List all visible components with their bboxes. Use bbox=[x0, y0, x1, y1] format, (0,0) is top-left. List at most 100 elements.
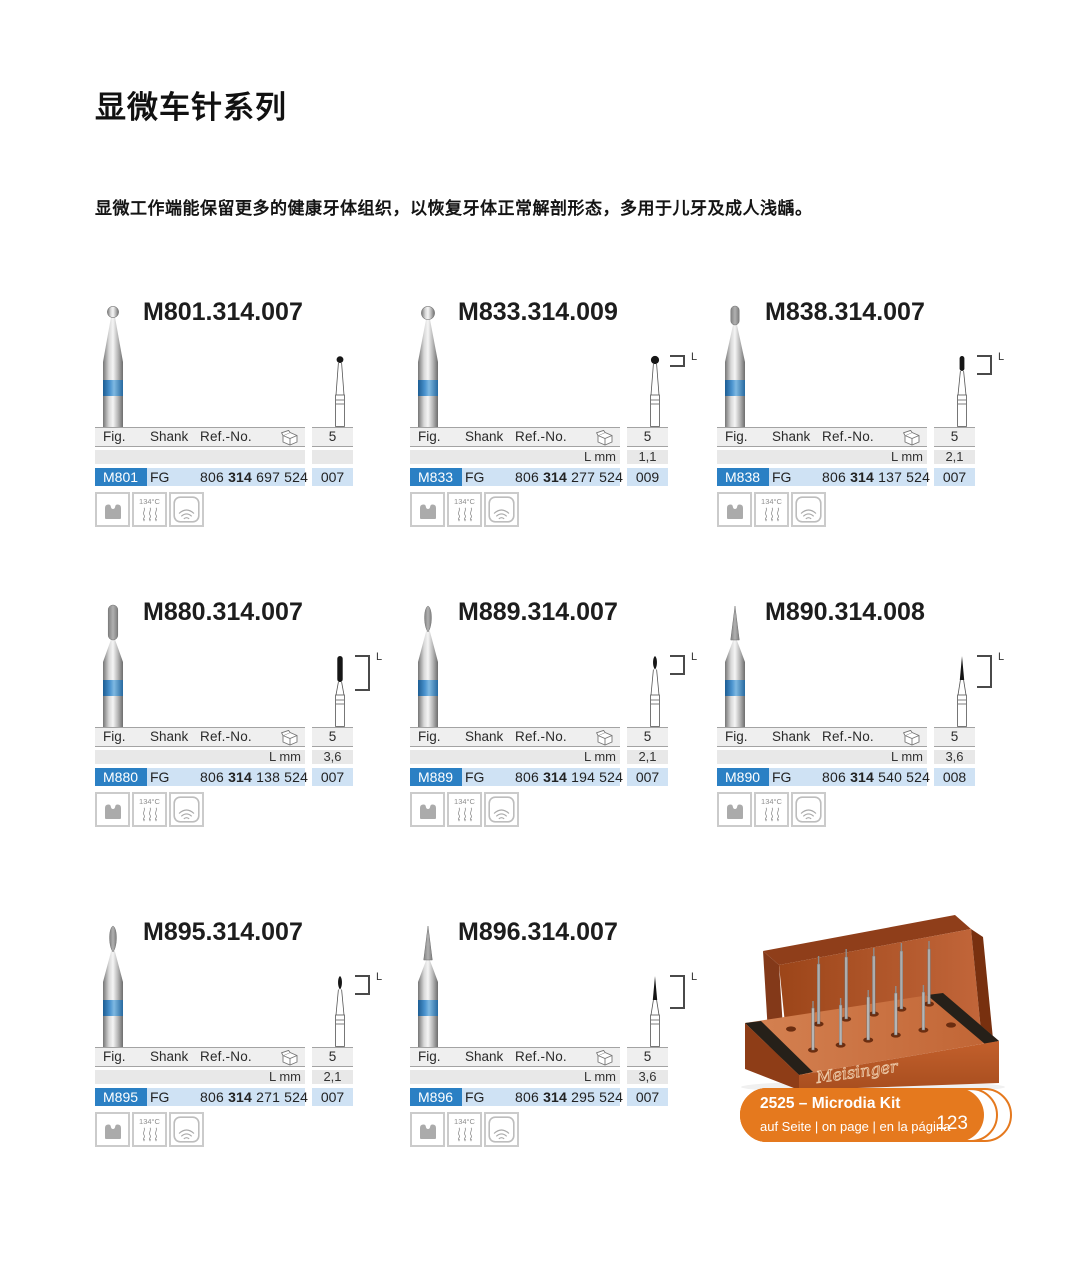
qty-header: 5 bbox=[312, 427, 353, 447]
tip-length-icon bbox=[650, 355, 660, 427]
shank-header: Shank bbox=[150, 729, 189, 744]
shank-header: Shank bbox=[465, 429, 504, 444]
data-row: M889 FG 806 314 194 524 007 bbox=[410, 768, 668, 786]
length-bracket-icon bbox=[670, 975, 685, 1009]
symbol-icons: 134°C bbox=[410, 1112, 519, 1147]
ref-header: Ref.-No. bbox=[515, 1049, 567, 1064]
shank-value: FG bbox=[150, 1089, 170, 1105]
table-header-row: Fig. Shank Ref.-No. 5 bbox=[717, 427, 975, 447]
length-row: L mm 2,1 bbox=[717, 450, 975, 464]
fig-header: Fig. bbox=[103, 729, 126, 744]
thermal-disinfectable-icon bbox=[169, 1112, 204, 1147]
product-title: M838.314.007 bbox=[765, 298, 925, 326]
shank-header: Shank bbox=[465, 1049, 504, 1064]
lmm-value: 2,1 bbox=[312, 1070, 353, 1084]
tip-length-icon bbox=[957, 356, 967, 427]
symbol-icons: 134°C bbox=[410, 792, 519, 827]
bur-block-holder-icon bbox=[410, 492, 445, 527]
fig-chip: M833 bbox=[410, 468, 462, 486]
autoclavable-134c-icon: 134°C bbox=[754, 492, 789, 527]
autoclavable-134c-icon: 134°C bbox=[447, 792, 482, 827]
length-marker: L bbox=[691, 351, 698, 363]
bur-block-holder-icon bbox=[95, 492, 130, 527]
length-row: L mm 3,6 bbox=[95, 750, 353, 764]
shank-header: Shank bbox=[465, 729, 504, 744]
lmm-value: 3,6 bbox=[627, 1070, 668, 1084]
lmm-label: L mm bbox=[583, 749, 616, 764]
spec-table: Fig. Shank Ref.-No. 5 L mm 3,6 M896 bbox=[410, 1047, 668, 1107]
bur-illustration-pear bbox=[725, 305, 745, 432]
product-card-m880: M880.314.007 L Fig. Shank Ref.-No. bbox=[95, 596, 387, 838]
ref-value: 806 314 295 524 bbox=[515, 1089, 624, 1105]
ref-value: 806 314 138 524 bbox=[200, 769, 309, 785]
tip-length-icon bbox=[335, 656, 345, 727]
product-card-m838: M838.314.007 L Fig. Shank Ref.-No. bbox=[717, 296, 1009, 538]
autoclavable-134c-icon: 134°C bbox=[132, 1112, 167, 1147]
kit-title: 2525 – Microdia Kit bbox=[760, 1095, 901, 1112]
data-row: M838 FG 806 314 137 524 007 bbox=[717, 468, 975, 486]
fig-header: Fig. bbox=[725, 429, 748, 444]
autoclavable-134c-icon: 134°C bbox=[447, 492, 482, 527]
table-header-row: Fig. Shank Ref.-No. 5 bbox=[95, 427, 353, 447]
qty-header: 5 bbox=[934, 727, 975, 747]
bur-block-holder-icon bbox=[410, 1112, 445, 1147]
lmm-value: 3,6 bbox=[934, 750, 975, 764]
product-title: M889.314.007 bbox=[458, 598, 618, 626]
length-row: L mm 3,6 bbox=[410, 1070, 668, 1084]
lmm-value: 2,1 bbox=[627, 750, 668, 764]
lmm-value: 3,6 bbox=[312, 750, 353, 764]
ref-header: Ref.-No. bbox=[822, 729, 874, 744]
lmm-label: L mm bbox=[583, 449, 616, 464]
spec-table: Fig. Shank Ref.-No. 5 L mm 3,6 M890 bbox=[717, 727, 975, 787]
symbol-icons: 134°C bbox=[95, 492, 204, 527]
thermal-disinfectable-icon bbox=[484, 1112, 519, 1147]
symbol-icons: 134°C bbox=[95, 1112, 204, 1147]
ref-value: 806 314 540 524 bbox=[822, 769, 931, 785]
qty-header: 5 bbox=[627, 1047, 668, 1067]
size-value: 007 bbox=[312, 768, 353, 786]
thermal-disinfectable-icon bbox=[791, 792, 826, 827]
bur-illustration-bud bbox=[418, 605, 438, 732]
thermal-disinfectable-icon bbox=[169, 792, 204, 827]
length-bracket-icon bbox=[977, 655, 992, 688]
package-box-icon bbox=[903, 430, 920, 446]
bur-block-holder-icon bbox=[410, 792, 445, 827]
fig-header: Fig. bbox=[418, 1049, 441, 1064]
spec-table: Fig. Shank Ref.-No. 5 L mm 3,6 M880 bbox=[95, 727, 353, 787]
kit-pages-label: auf Seite | on page | en la página bbox=[760, 1119, 951, 1134]
size-value: 007 bbox=[627, 768, 668, 786]
size-value: 009 bbox=[627, 468, 668, 486]
product-card-m801: M801.314.007 Fig. Shank Ref.-No. bbox=[95, 296, 387, 538]
shank-header: Shank bbox=[150, 429, 189, 444]
intro-text: 显微工作端能保留更多的健康牙体组织，以恢复牙体正常解剖形态，多用于儿牙及成人浅龋… bbox=[95, 199, 813, 218]
data-row: M896 FG 806 314 295 524 007 bbox=[410, 1088, 668, 1106]
tip-length-icon bbox=[650, 976, 660, 1047]
thermal-disinfectable-icon bbox=[791, 492, 826, 527]
package-box-icon bbox=[903, 730, 920, 746]
ref-header: Ref.-No. bbox=[822, 429, 874, 444]
package-box-icon bbox=[281, 730, 298, 746]
ref-header: Ref.-No. bbox=[515, 429, 567, 444]
microdia-kit-photo: Meisinger bbox=[741, 915, 1005, 1093]
qty-header: 5 bbox=[627, 427, 668, 447]
size-value: 007 bbox=[934, 468, 975, 486]
autoclavable-134c-icon: 134°C bbox=[754, 792, 789, 827]
autoclavable-134c-icon: 134°C bbox=[447, 1112, 482, 1147]
length-marker: L bbox=[376, 971, 383, 983]
table-header-row: Fig. Shank Ref.-No. 5 bbox=[410, 427, 668, 447]
qty-header: 5 bbox=[312, 1047, 353, 1067]
product-title: M895.314.007 bbox=[143, 918, 303, 946]
size-value: 007 bbox=[312, 468, 353, 486]
spec-table: Fig. Shank Ref.-No. 5 M801 bbox=[95, 427, 353, 487]
fig-chip: M838 bbox=[717, 468, 769, 486]
thermal-disinfectable-icon bbox=[484, 792, 519, 827]
ref-value: 806 314 277 524 bbox=[515, 469, 624, 485]
ref-header: Ref.-No. bbox=[515, 729, 567, 744]
length-marker: L bbox=[691, 651, 698, 663]
fig-chip: M896 bbox=[410, 1088, 462, 1106]
page-title: 显微车针系列 bbox=[95, 90, 287, 125]
data-row: M895 FG 806 314 271 524 007 bbox=[95, 1088, 353, 1106]
spec-table: Fig. Shank Ref.-No. 5 L mm 1,1 M833 bbox=[410, 427, 668, 487]
lmm-label: L mm bbox=[268, 1069, 301, 1084]
package-box-icon bbox=[596, 430, 613, 446]
